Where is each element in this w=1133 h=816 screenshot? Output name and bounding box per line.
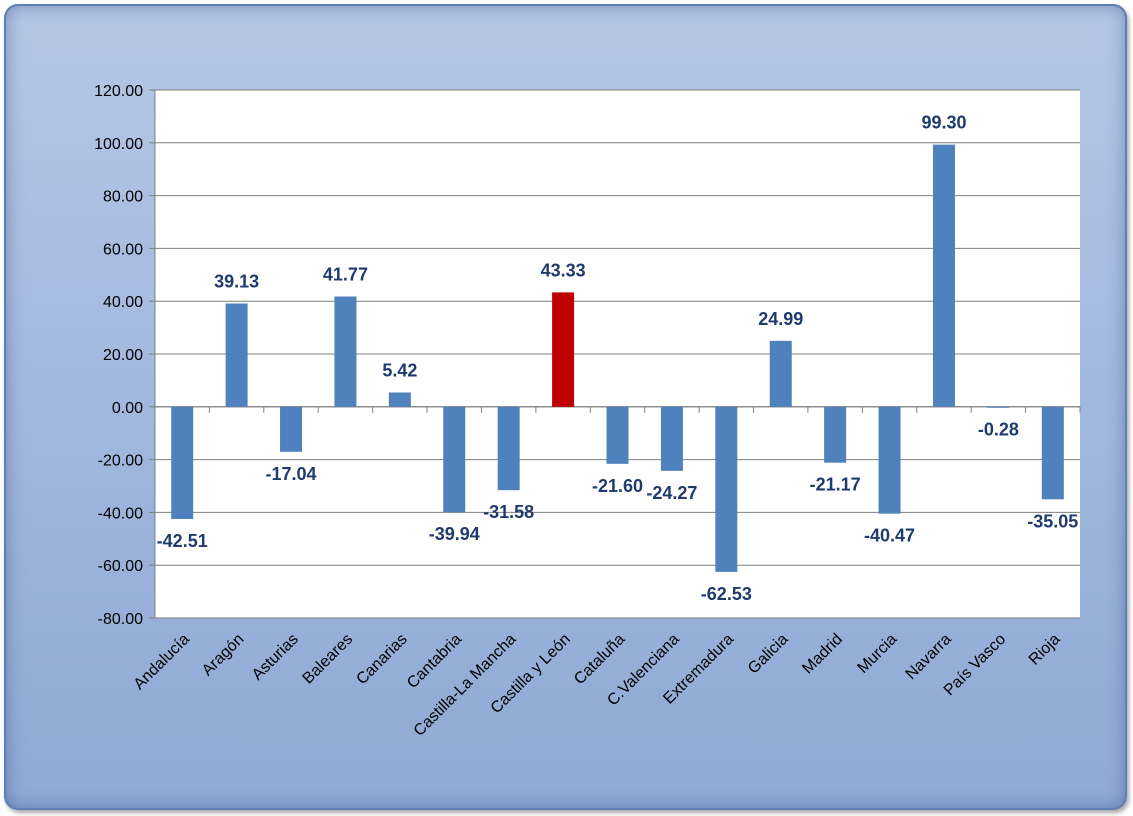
data-label: 24.99 <box>758 309 803 329</box>
bar-3 <box>280 406 303 452</box>
category-label: Madrid <box>799 631 846 678</box>
y-tick-label: 120.00 <box>94 83 143 100</box>
category-label: Castilla-La Mancha <box>411 631 520 740</box>
bar-16 <box>987 406 1010 408</box>
bar-15 <box>932 144 955 407</box>
y-tick-label: 60.00 <box>103 241 143 258</box>
category-label: Aragón <box>199 631 248 680</box>
data-label: -42.51 <box>157 531 208 551</box>
data-label: -0.28 <box>978 420 1019 440</box>
y-tick-label: 100.00 <box>94 136 143 153</box>
bar-5 <box>388 392 411 407</box>
bar-17 <box>1041 406 1064 500</box>
y-tick-label: 0.00 <box>112 400 143 417</box>
y-tick-label: -80.00 <box>98 611 143 628</box>
category-label: Canarias <box>353 631 410 688</box>
category-label: Baleares <box>300 631 357 688</box>
bar-2 <box>225 303 248 407</box>
data-label: -62.53 <box>701 584 752 604</box>
y-tick-label: -60.00 <box>98 558 143 575</box>
bar-1 <box>171 406 194 520</box>
category-label: Murcia <box>854 631 900 677</box>
y-tick-label: 80.00 <box>103 189 143 206</box>
category-label: Andalucía <box>131 631 193 693</box>
bar-9 <box>606 406 629 464</box>
bar-11 <box>715 406 738 572</box>
data-label: 43.33 <box>541 260 586 280</box>
data-label: -40.47 <box>864 526 915 546</box>
data-label: -24.27 <box>646 483 697 503</box>
category-label: Galicia <box>745 631 792 678</box>
category-label: Navarra <box>903 631 955 683</box>
bar-8 <box>552 292 575 407</box>
y-tick-label: 40.00 <box>103 294 143 311</box>
data-label: -35.05 <box>1027 511 1078 531</box>
bar-12 <box>769 340 792 407</box>
category-label: Rioja <box>1026 631 1064 669</box>
bar-13 <box>824 406 847 463</box>
category-label: Cataluña <box>571 631 628 688</box>
bar-14 <box>878 406 901 514</box>
data-label: 39.13 <box>214 271 259 291</box>
data-label: -39.94 <box>429 524 480 544</box>
data-label: -17.04 <box>266 464 317 484</box>
bar-4 <box>334 296 357 407</box>
bar-10 <box>660 406 683 471</box>
data-label: 41.77 <box>323 265 368 285</box>
data-label: -21.17 <box>810 475 861 495</box>
data-label: 99.30 <box>921 113 966 133</box>
y-tick-label: -40.00 <box>98 505 143 522</box>
bar-6 <box>443 406 466 513</box>
data-label: -21.60 <box>592 476 643 496</box>
data-label: 5.42 <box>382 360 417 380</box>
bar-7 <box>497 406 520 491</box>
y-tick-label: -20.00 <box>98 453 143 470</box>
y-tick-label: 20.00 <box>103 347 143 364</box>
data-label: -31.58 <box>483 502 534 522</box>
category-label: Asturias <box>249 631 302 684</box>
